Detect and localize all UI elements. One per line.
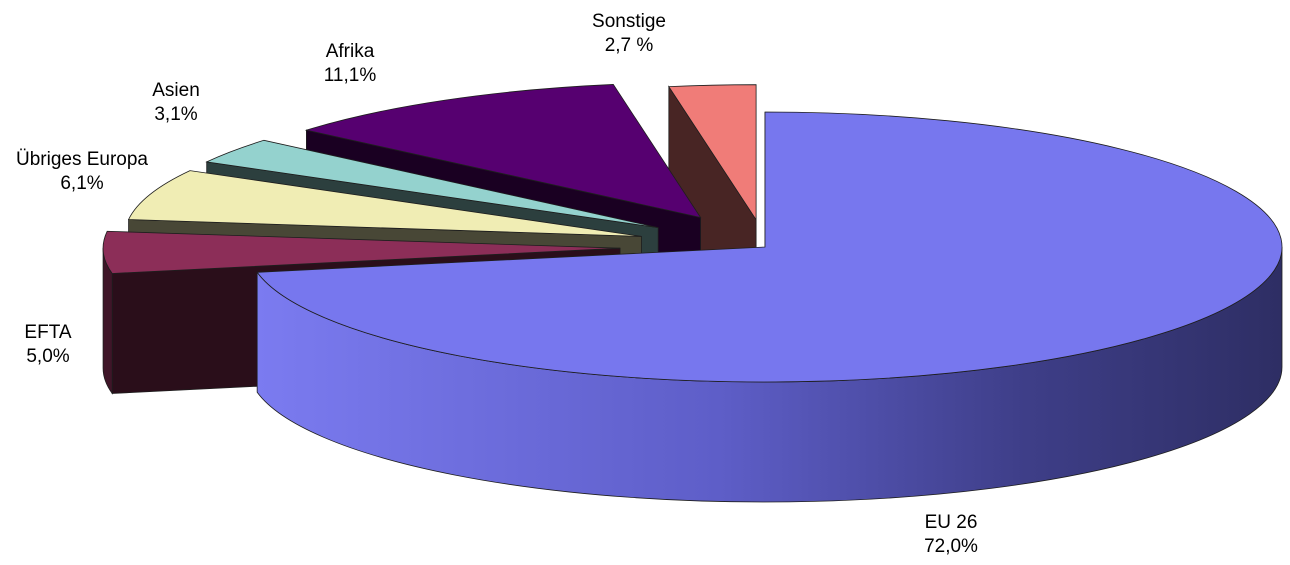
labels-layer: EU 26 72,0% EFTA 5,0% Übriges Europa 6,1% Asie… bbox=[16, 11, 978, 557]
slice-value-uebriges-europa: 6,1% bbox=[60, 173, 103, 194]
slice-label-afrika: Afrika bbox=[326, 41, 375, 62]
slice-value-eu-26: 72,0% bbox=[924, 536, 978, 557]
slice-label-asien: Asien bbox=[152, 80, 200, 101]
slice-value-sonstige: 2,7 % bbox=[605, 35, 654, 56]
slice-efta bbox=[102, 230, 621, 274]
slice-tops-layer bbox=[102, 84, 1283, 383]
slice-uebriges-europa bbox=[127, 170, 642, 237]
slice-sonstige bbox=[668, 84, 757, 222]
slice-afrika bbox=[304, 84, 702, 219]
slice-value-afrika: 11,1% bbox=[324, 65, 377, 86]
slice-label-efta: EFTA bbox=[24, 322, 71, 343]
slice-label-eu-26: EU 26 bbox=[925, 512, 978, 533]
slice-eu-26 bbox=[256, 111, 1283, 383]
slice-value-efta: 5,0% bbox=[26, 346, 69, 367]
slice-label-sonstige: Sonstige bbox=[592, 11, 666, 32]
slice-value-asien: 3,1% bbox=[154, 104, 197, 125]
slice-label-uebriges-europa: Übriges Europa bbox=[16, 149, 148, 170]
slice-asien bbox=[205, 139, 659, 229]
